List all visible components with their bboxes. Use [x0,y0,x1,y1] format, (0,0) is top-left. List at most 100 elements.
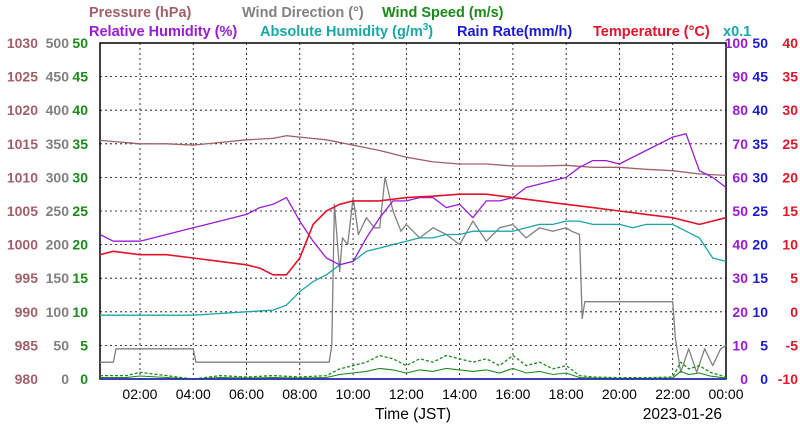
temperature-tick-label: 5 [790,270,798,286]
x-tick-label: 16:00 [495,386,530,402]
humidity-tick-label: 60 [732,169,748,185]
plot-area [99,42,727,380]
rain-rate-tick-label: 35 [752,136,768,152]
pressure-tick-label: 1010 [7,169,38,185]
rain-rate-tick-label: 45 [752,69,768,85]
pressure-tick-label: 985 [15,337,39,353]
temperature-tick-label: -10 [778,371,798,387]
x-tick-label: 04:00 [176,386,211,402]
wind-direction-tick-label: 50 [53,337,69,353]
wind-speed-tick-label: 50 [72,35,88,51]
legend-row1-2: Wind Speed (m/s) [382,5,504,21]
rain-rate-tick-label: 25 [752,203,768,219]
series-line-pressure-0 [99,135,727,177]
temperature-tick-label: 20 [782,169,798,185]
series-group [99,133,727,380]
wind-speed-tick-label: 30 [72,169,88,185]
legend: Pressure (hPa) Wind Direction (°) Wind Spe… [89,5,751,40]
pressure-tick-label: 1020 [7,102,38,118]
wind-speed-tick-label: 40 [72,102,88,118]
wind-direction-tick-label: 0 [61,371,69,387]
wind-direction-tick-label: 100 [46,304,70,320]
legend-row2-3: Temperature (°C) [593,24,710,40]
humidity-tick-label: 10 [732,337,748,353]
legend-row2-1: Absolute Humidity (g/m3) [260,22,433,40]
humidity-tick-label: 80 [732,102,748,118]
date-label: 2023-01-26 [643,406,722,423]
pressure-tick-label: 990 [15,304,39,320]
x-tick-label: 12:00 [389,386,424,402]
x-tick-label: 08:00 [282,386,317,402]
wind-speed-tick-label: 20 [72,237,88,253]
humidity-tick-label: 100 [725,35,749,51]
wind-direction-tick-label: 250 [46,203,70,219]
temperature-tick-label: 10 [782,237,798,253]
legend-row1-0: Pressure (hPa) [89,5,192,21]
x-tick-label: 06:00 [229,386,264,402]
pressure-tick-label: 995 [15,270,39,286]
series-line-humidity-4 [100,220,727,316]
x-tick-label: 20:00 [602,386,637,402]
humidity-tick-label: 70 [732,136,748,152]
rain-rate-tick-label: 0 [760,371,768,387]
temperature-tick-label: 15 [782,203,798,219]
wind-speed-tick-label: 35 [72,136,88,152]
temperature-tick-label: 0 [790,304,798,320]
x-tick-label: 22:00 [655,386,690,402]
x-tick-label: 10:00 [336,386,371,402]
wind-direction-tick-label: 350 [46,136,70,152]
series-line-humidity-3 [99,133,727,266]
wind-speed-tick-label: 0 [80,371,88,387]
temperature-tick-label: 35 [782,69,798,85]
pressure-tick-label: 1025 [7,69,38,85]
pressure-tick-label: 1015 [7,136,38,152]
legend-superscript: 3 [423,22,429,33]
wind-speed-tick-label: 45 [72,69,88,85]
pressure-tick-label: 1005 [7,203,38,219]
rain-rate-tick-label: 10 [752,304,768,320]
temperature-tick-label: 40 [782,35,798,51]
x-axis-label: Time (JST) [375,406,451,423]
wind-direction-tick-label: 150 [46,270,70,286]
x-axis-ticks: 02:00 04:00 06:00 08:00 10:00 12:00 14:00 16:00… [122,386,743,402]
rain-rate-tick-label: 40 [752,102,768,118]
rain-rate-tick-label: 50 [752,35,768,51]
wind-speed-tick-label: 5 [80,337,88,353]
humidity-tick-label: 50 [732,203,748,219]
rain-rate-tick-label: 15 [752,270,768,286]
grid [100,43,726,379]
legend-row1-1: Wind Direction (°) [242,5,364,21]
temperature-tick-label: -5 [786,337,799,353]
wind-speed-tick-label: 10 [72,304,88,320]
rain-rate-tick-label: 20 [752,237,768,253]
legend-close-paren: ) [428,24,433,40]
wind-speed-tick-label: 25 [72,203,88,219]
wind-direction-tick-label: 300 [46,169,70,185]
legend-row2-4: x0.1 [723,24,751,40]
wind-speed-tick-label: 15 [72,270,88,286]
humidity-tick-label: 0 [740,371,748,387]
x-tick-label: 18:00 [549,386,584,402]
wind-direction-tick-label: 400 [46,102,70,118]
humidity-tick-label: 90 [732,69,748,85]
wind-direction-tick-label: 500 [46,35,70,51]
humidity-tick-label: 20 [732,304,748,320]
legend-row2-0: Relative Humidity (%) [89,24,237,40]
legend-row2-2: Rain Rate(mm/h) [457,24,572,40]
pressure-tick-label: 1000 [7,237,38,253]
wind-direction-tick-label: 450 [46,69,70,85]
rain-rate-tick-label: 30 [752,169,768,185]
wind-direction-tick-label: 200 [46,237,70,253]
series-line-wind-speed-2 [100,354,727,380]
temperature-tick-label: 25 [782,136,798,152]
y-axis-ticks: 1030102510201015101010051000995990985980… [7,35,798,387]
humidity-tick-label: 40 [732,237,748,253]
x-tick-label: 14:00 [442,386,477,402]
humidity-tick-label: 30 [732,270,748,286]
pressure-tick-label: 1030 [7,35,38,51]
x-tick-label: 00:00 [708,386,743,402]
x-tick-label: 02:00 [122,386,157,402]
series-line-temperature-6 [99,193,727,276]
temperature-tick-label: 30 [782,102,798,118]
